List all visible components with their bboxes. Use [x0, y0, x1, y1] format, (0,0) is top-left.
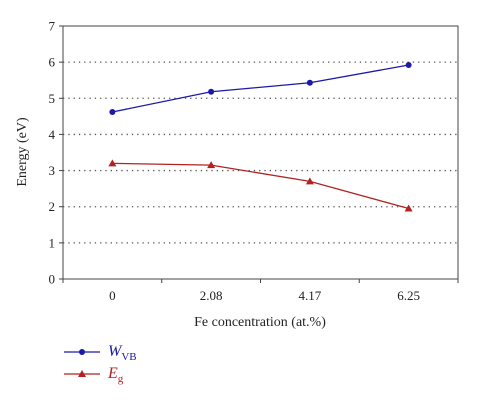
x-tick-label: 6.25 [397, 288, 420, 303]
legend: WVB Eg [62, 342, 262, 392]
x-tick-label: 2.08 [200, 288, 223, 303]
data-point [109, 109, 116, 116]
y-tick-label: 1 [49, 235, 56, 250]
data-point [404, 204, 413, 212]
y-tick-label: 5 [49, 91, 56, 106]
legend-item-wvb: WVB [62, 342, 262, 363]
data-point [405, 62, 412, 69]
data-point [208, 88, 215, 95]
legend-item-eg: Eg [62, 364, 262, 385]
plot-area [62, 25, 459, 280]
legend-marker-wvb [64, 349, 100, 355]
y-axis-title: Energy (eV) [15, 117, 30, 187]
data-point [108, 159, 117, 167]
x-tick-label: 0 [109, 288, 116, 303]
y-tick-label: 6 [49, 55, 56, 70]
legend-marker-eg [64, 370, 100, 377]
data-point [306, 79, 313, 86]
x-tick-label: 4.17 [299, 288, 322, 303]
series-line-1 [112, 162, 409, 210]
legend-label-eg: Eg [108, 365, 124, 386]
grid-lines [63, 61, 458, 244]
data-point [207, 161, 216, 169]
y-axis-ticks: 0 1 2 3 4 5 6 7 [49, 19, 63, 287]
series-group [108, 62, 413, 212]
chart: 0 1 2 3 4 5 6 7 0 2.08 4.17 6.25 Fe concentration … [15, 19, 459, 330]
series-line-0 [112, 64, 409, 113]
legend-label-wvb: WVB [108, 343, 137, 364]
y-tick-label: 0 [49, 272, 56, 287]
data-point [305, 177, 314, 185]
y-tick-label: 3 [49, 163, 56, 178]
x-axis-ticks: 0 2.08 4.17 6.25 [62, 279, 459, 303]
x-axis-title: Fe concentration (at.%) [194, 315, 326, 330]
y-tick-label: 4 [49, 127, 56, 142]
y-tick-label: 7 [49, 19, 56, 34]
y-tick-label: 2 [49, 199, 56, 214]
